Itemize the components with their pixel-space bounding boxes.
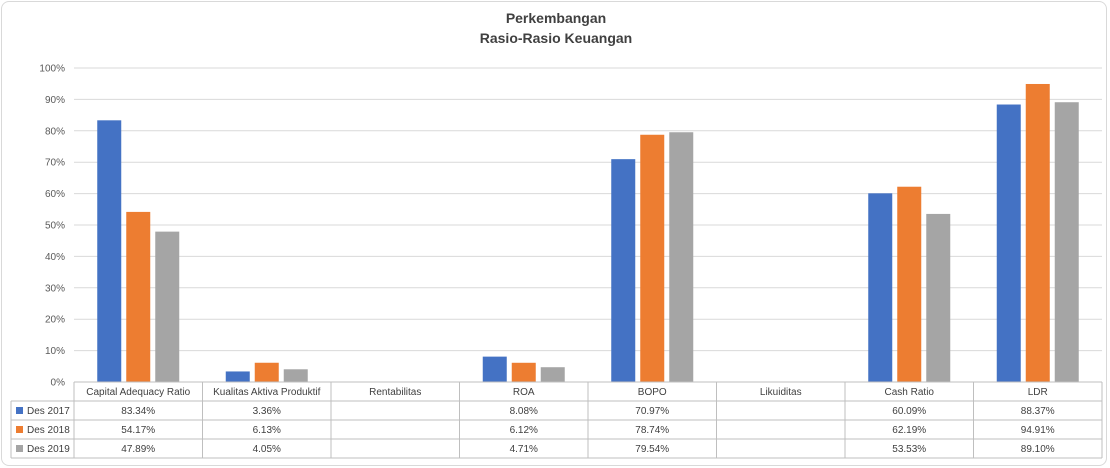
bar bbox=[225, 371, 250, 382]
bar bbox=[868, 193, 893, 382]
legend-label: Des 2018 bbox=[27, 425, 70, 436]
bar bbox=[640, 134, 665, 382]
data-label: 47.89% bbox=[121, 444, 155, 455]
bar bbox=[126, 211, 151, 382]
data-label: 54.17% bbox=[121, 425, 155, 436]
bar bbox=[283, 369, 308, 382]
bar bbox=[926, 213, 951, 382]
legend-label: Des 2019 bbox=[27, 444, 70, 455]
data-label: 53.53% bbox=[892, 444, 926, 455]
data-label: 88.37% bbox=[1021, 406, 1055, 417]
y-tick-label: 40% bbox=[45, 252, 65, 263]
y-tick-label: 30% bbox=[45, 283, 65, 294]
chart-title-line: Perkembangan bbox=[506, 10, 606, 26]
bar bbox=[155, 231, 180, 382]
bar bbox=[511, 362, 536, 382]
y-tick-label: 0% bbox=[51, 378, 66, 389]
data-label: 94.91% bbox=[1021, 425, 1055, 436]
y-tick-label: 70% bbox=[45, 158, 65, 169]
category-label: Likuiditas bbox=[760, 387, 802, 398]
y-tick-label: 10% bbox=[45, 346, 65, 357]
y-tick-label: 60% bbox=[45, 189, 65, 200]
category-label: Kualitas Aktiva Produktif bbox=[213, 387, 320, 398]
bar bbox=[482, 356, 507, 382]
data-label: 70.97% bbox=[635, 406, 669, 417]
y-tick-label: 20% bbox=[45, 315, 65, 326]
y-tick-label: 50% bbox=[45, 221, 65, 232]
bar bbox=[1054, 102, 1079, 382]
category-label: BOPO bbox=[638, 387, 667, 398]
bar bbox=[540, 367, 565, 382]
y-tick-label: 100% bbox=[39, 64, 65, 75]
bar bbox=[97, 120, 122, 382]
category-label: LDR bbox=[1028, 387, 1048, 398]
y-tick-label: 90% bbox=[45, 95, 65, 106]
y-tick-label: 80% bbox=[45, 126, 65, 137]
data-label: 3.36% bbox=[253, 406, 281, 417]
data-label: 8.08% bbox=[510, 406, 538, 417]
category-label: Rentabilitas bbox=[369, 387, 421, 398]
data-label: 78.74% bbox=[635, 425, 669, 436]
legend-key bbox=[16, 407, 23, 414]
legend-key bbox=[16, 445, 23, 452]
bar bbox=[996, 104, 1021, 383]
legend-key bbox=[16, 426, 23, 433]
bar bbox=[897, 186, 922, 382]
category-label: Cash Ratio bbox=[885, 387, 935, 398]
bar bbox=[254, 362, 279, 382]
chart-title-line: Rasio-Rasio Keuangan bbox=[480, 30, 632, 46]
data-label: 4.71% bbox=[510, 444, 538, 455]
bar bbox=[669, 132, 694, 382]
data-label: 62.19% bbox=[892, 425, 926, 436]
data-label: 6.12% bbox=[510, 425, 538, 436]
data-label: 79.54% bbox=[635, 444, 669, 455]
data-label: 83.34% bbox=[121, 406, 155, 417]
data-label: 60.09% bbox=[892, 406, 926, 417]
category-label: Capital Adequacy Ratio bbox=[86, 387, 190, 398]
bar bbox=[1025, 83, 1050, 382]
data-label: 6.13% bbox=[253, 425, 281, 436]
data-label: 4.05% bbox=[253, 444, 281, 455]
data-label: 89.10% bbox=[1021, 444, 1055, 455]
category-label: ROA bbox=[513, 387, 535, 398]
legend-label: Des 2017 bbox=[27, 406, 70, 417]
bar bbox=[611, 159, 636, 382]
